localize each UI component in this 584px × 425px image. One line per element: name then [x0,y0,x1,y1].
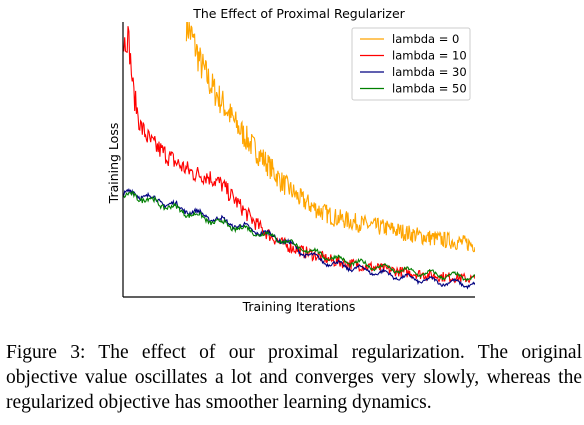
series-line-3 [123,191,475,282]
legend-label-1: lambda = 10 [392,49,467,63]
legend-label-3: lambda = 50 [392,82,467,96]
legend-box [351,27,471,101]
x-axis-label: Training Iterations [242,299,356,314]
figure: The Effect of Proximal Regularizer Train… [106,6,475,314]
legend-label-2: lambda = 30 [392,65,467,79]
y-axis-label: Training Loss [106,123,121,205]
legend: lambda = 0 lambda = 10 lambda = 30 lambda =… [351,27,471,101]
series-line-0 [185,22,475,253]
legend-label-0: lambda = 0 [392,32,459,46]
series-line-2 [123,187,475,290]
line-chart: The Effect of Proximal Regularizer Train… [106,6,475,314]
series-layer [123,22,475,290]
chart-title: The Effect of Proximal Regularizer [192,6,405,21]
figure-caption: Figure 3: The effect of our proximal reg… [6,342,582,413]
